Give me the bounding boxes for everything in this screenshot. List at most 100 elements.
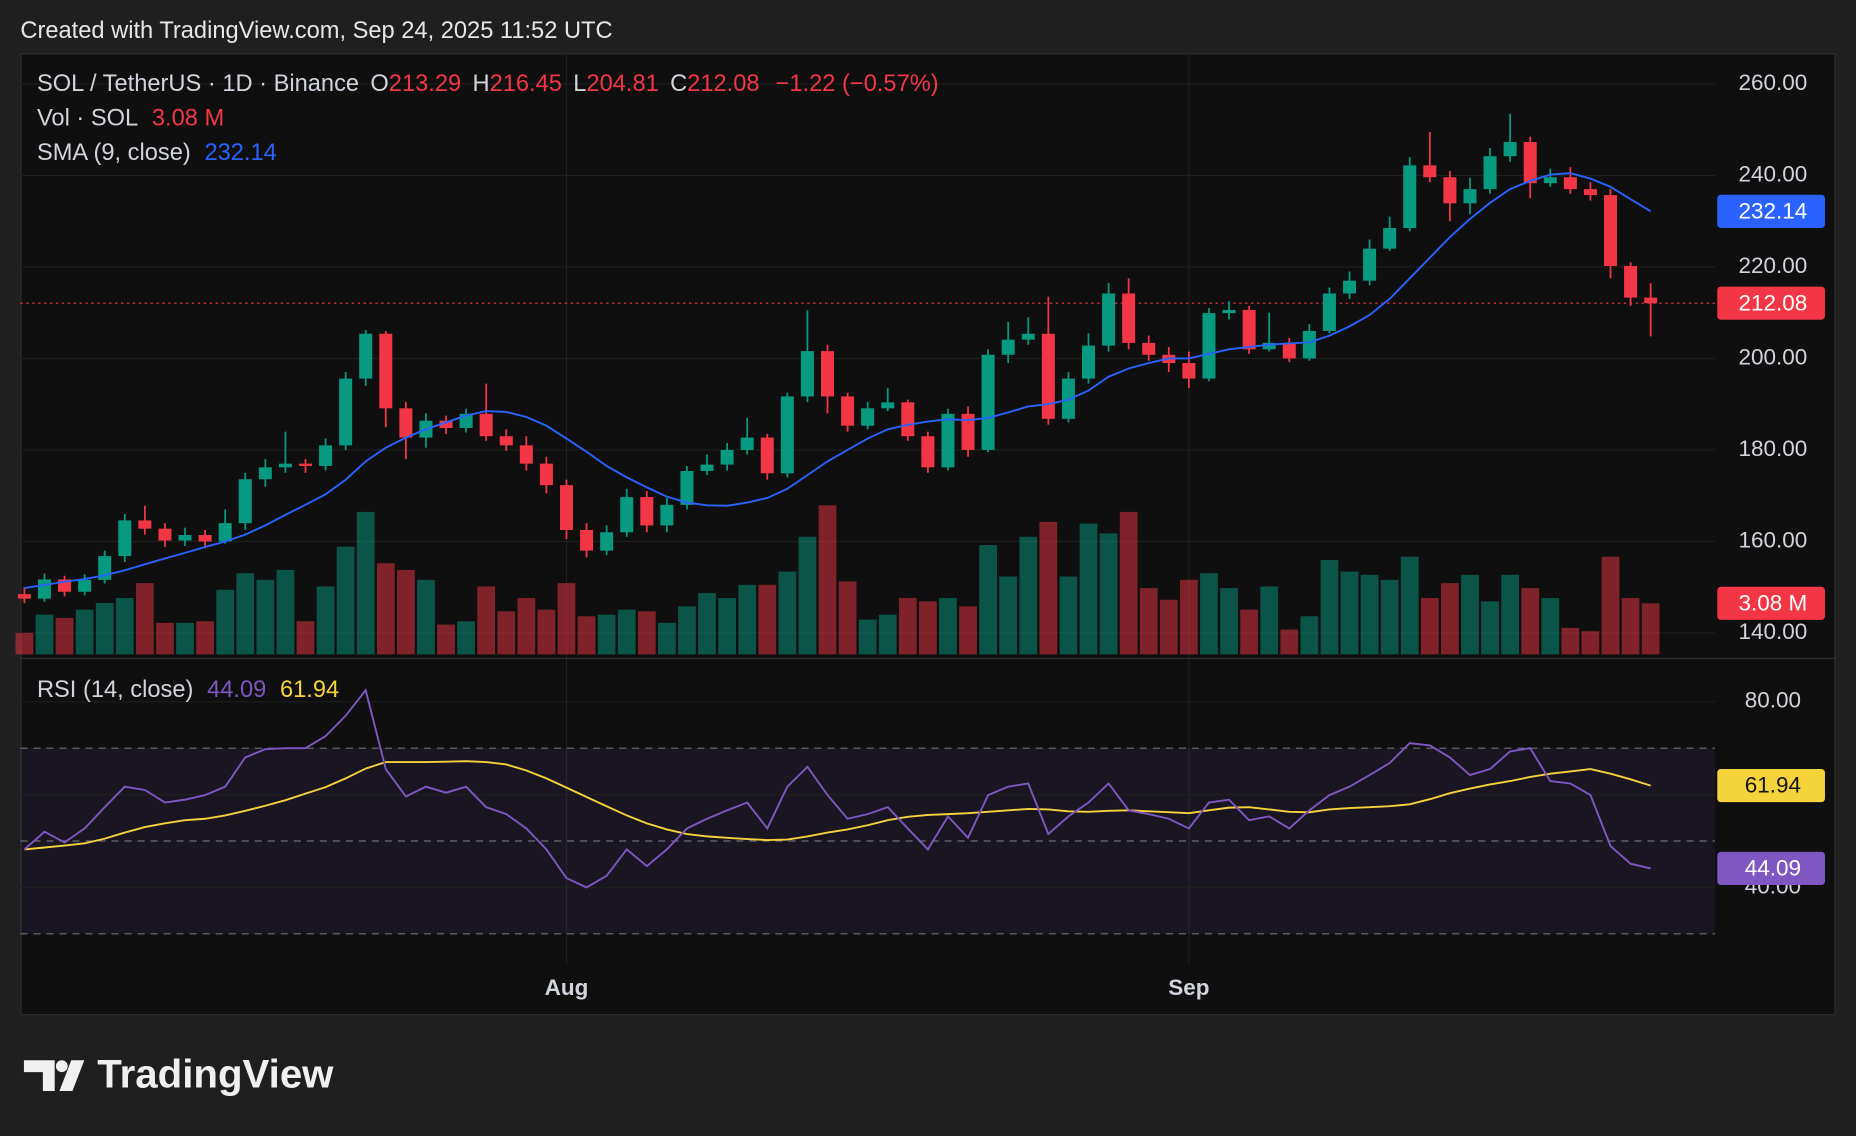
volume-bar <box>236 573 255 655</box>
candle-body <box>1583 189 1597 196</box>
candle-body <box>1262 342 1276 350</box>
candle-body <box>700 464 714 471</box>
candle-body <box>1342 280 1357 294</box>
candle-body <box>861 408 875 426</box>
candle-body <box>1021 333 1035 340</box>
volume-bar <box>999 576 1018 655</box>
candle-body <box>359 333 373 379</box>
rsi-ma-line <box>24 760 1651 851</box>
volume-legend: Vol · SOL 3.08 M <box>37 106 224 132</box>
volume-bar <box>376 563 395 655</box>
candle-body <box>559 485 573 531</box>
volume-bar <box>979 545 997 655</box>
candle-body <box>780 396 794 474</box>
volume-name: Vol · SOL <box>37 106 138 132</box>
volume-bar <box>1280 629 1299 655</box>
volume-bar <box>878 614 897 655</box>
candle-body <box>399 408 413 438</box>
volume-bar <box>95 603 114 655</box>
volume-bar <box>1501 574 1520 655</box>
candle-body <box>1122 293 1136 343</box>
volume-bar <box>55 617 74 655</box>
candle-body <box>820 351 835 397</box>
volume-value: 3.08 M <box>152 106 224 132</box>
y-tick-label: 180.00 <box>1739 436 1808 461</box>
volume-bar <box>959 606 977 655</box>
volume-bar <box>75 609 94 655</box>
legend-key: C <box>670 71 687 97</box>
volume-bar <box>1300 616 1319 655</box>
candle-body <box>660 504 674 526</box>
rsi-ma-value-label: 61.94 <box>1745 773 1801 798</box>
volume-bar <box>296 621 315 655</box>
volume-bar <box>417 579 435 655</box>
volume-bar <box>577 616 596 655</box>
volume-bar <box>939 598 957 655</box>
volume-bar <box>437 624 455 655</box>
volume-bar <box>637 611 656 655</box>
volume-bar <box>1420 598 1439 655</box>
marks-layer <box>15 113 1715 889</box>
volume-bar <box>156 622 174 655</box>
logo-shape <box>55 1060 68 1073</box>
rsi-tick-label: 80.00 <box>1745 688 1801 713</box>
legend-change: −1.22 (−0.57%) <box>776 71 939 97</box>
candle-body <box>37 579 51 599</box>
candle-body <box>1282 342 1296 359</box>
candle-body <box>1202 313 1216 379</box>
sma-value-box <box>1717 194 1825 228</box>
candle-body <box>941 413 955 468</box>
candle-body <box>921 436 935 468</box>
volume-bar <box>738 584 757 655</box>
y-tick-label: 240.00 <box>1739 161 1808 186</box>
candle-body <box>1081 345 1096 379</box>
volume-bar <box>1481 601 1499 655</box>
legend-key: O <box>370 71 388 97</box>
candle-body <box>1523 142 1537 184</box>
candle-body <box>1423 165 1437 178</box>
candle-body <box>479 413 493 437</box>
rsi-line <box>23 688 1651 889</box>
legend-key: L <box>573 71 586 97</box>
candle-body <box>760 437 774 474</box>
volume-bar <box>1119 511 1138 655</box>
volume-bar <box>1561 627 1580 655</box>
labels-layer: 140.00 160.00 180.00 200.00 220.00 240.00 260.… <box>545 70 1825 1000</box>
candle-body <box>1503 142 1517 157</box>
y-tick-label: 140.00 <box>1739 619 1808 644</box>
candle-body <box>680 470 694 505</box>
candle-body <box>158 528 172 541</box>
candle-body <box>78 579 92 592</box>
volume-bar <box>1159 599 1178 655</box>
volume-bar <box>1320 559 1339 655</box>
logo-shape <box>59 1060 85 1092</box>
candle-body <box>298 463 312 466</box>
volume-bar <box>1079 523 1098 655</box>
volume-bar <box>678 606 696 655</box>
volume-bar <box>1380 579 1399 655</box>
rsi-legend: RSI (14, close) 44.09 61.94 <box>37 677 339 703</box>
candle-body <box>580 530 594 551</box>
legend-low: 204.81 <box>586 71 658 97</box>
volume-bar <box>1220 588 1238 655</box>
logo-shape <box>23 1060 55 1092</box>
candle-body <box>178 535 192 541</box>
candle-body <box>981 354 995 450</box>
symbol: SOL / TetherUS · 1D · Binance <box>37 71 359 97</box>
volume-bar <box>818 505 837 655</box>
last-price-box <box>1717 286 1825 320</box>
candle-body <box>800 351 814 397</box>
volume-bar <box>1521 588 1540 655</box>
rsi-value-box <box>1717 851 1825 885</box>
volume-bar <box>336 546 355 655</box>
volume-bar <box>798 536 817 655</box>
candle-body <box>1363 248 1377 281</box>
rsi-value-label: 44.09 <box>1745 856 1801 881</box>
sma-legend: SMA (9, close) 232.14 <box>37 140 277 166</box>
rsi-name: RSI (14, close) <box>37 677 193 703</box>
volume-bar <box>537 609 556 655</box>
candle-body <box>1322 293 1336 331</box>
volume-bar <box>1400 556 1419 655</box>
grid-layer <box>20 53 1715 965</box>
